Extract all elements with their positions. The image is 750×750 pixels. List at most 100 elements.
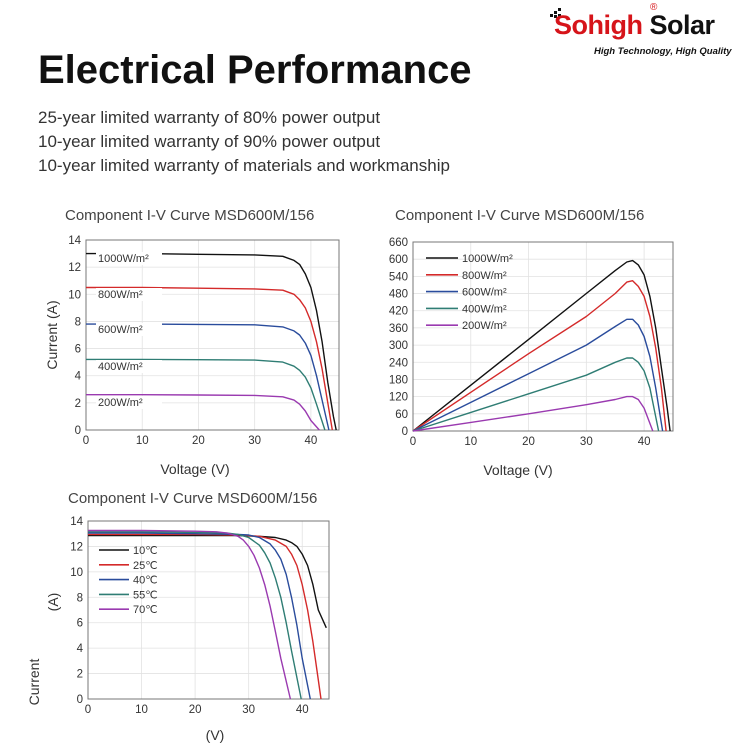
chart-title: Component I-V Curve MSD600M/156 (395, 207, 644, 224)
plot-frame (85, 239, 340, 431)
legend-label: 1000W/m² (98, 253, 149, 265)
series-line-4 (86, 358, 326, 431)
x-axis-label: Voltage (V) (483, 462, 552, 478)
registered-mark: ® (650, 2, 658, 13)
legend-label: 400W/m² (98, 361, 143, 373)
y-tick-label: 14 (70, 516, 83, 528)
legend-label: 800W/m² (98, 289, 143, 301)
warranty-item: 25-year limited warranty of 80% power ou… (38, 108, 381, 127)
series-line-1 (412, 259, 671, 432)
logo-tagline: High Technology, High Quality (594, 46, 732, 57)
plot-frame (412, 241, 674, 432)
series-line-2 (86, 286, 333, 431)
series-line-1 (88, 534, 327, 629)
x-axis-label: Voltage (V) (160, 461, 229, 477)
y-tick-label: 480 (389, 289, 408, 301)
x-tick-label: 40 (296, 704, 309, 716)
series-line-3 (88, 532, 311, 700)
x-tick-label: 0 (83, 435, 89, 447)
warranty-item: 10-year limited warranty of 90% power ou… (38, 132, 381, 151)
logo-wordmark: Sohigh Solar (554, 10, 715, 41)
series-line-5 (88, 529, 292, 700)
y-tick-label: 0 (77, 694, 83, 706)
x-tick-label: 10 (136, 435, 149, 447)
warranty-item: 10-year limited warranty of materials an… (38, 156, 450, 175)
y-tick-label: 12 (68, 262, 81, 274)
x-tick-label: 40 (638, 436, 651, 448)
x-tick-label: 30 (580, 436, 593, 448)
legend-label: 55℃ (133, 589, 158, 601)
x-tick-label: 20 (522, 436, 535, 448)
y-tick-label: 8 (75, 316, 81, 328)
legend-label: 40℃ (133, 575, 158, 587)
x-tick-label: 20 (192, 435, 205, 447)
legend-label: 800W/m² (462, 270, 507, 282)
legend-label-bg (96, 323, 162, 336)
warranty-list: 25-year limited warranty of 80% power ou… (38, 106, 450, 178)
legend-label: 25℃ (133, 560, 158, 572)
y-tick-label: 12 (70, 541, 83, 553)
y-tick-label: 420 (389, 306, 408, 318)
legend-label: 200W/m² (98, 397, 143, 409)
logo-brand-name: Sohigh (554, 10, 643, 40)
legend-label-bg (96, 360, 162, 373)
y-tick-label: 540 (389, 271, 408, 283)
y-tick-label: 240 (389, 357, 408, 369)
legend-label: 200W/m² (462, 320, 507, 332)
logo-pixel-icon (550, 8, 564, 18)
legend-label: 600W/m² (462, 287, 507, 299)
y-tick-label: 6 (75, 344, 81, 356)
y-axis-unit-label: (A) (45, 593, 61, 612)
pv-curve-irradiance-chart: Component I-V Curve MSD600M/156 0 10 20 30 40… (389, 207, 674, 478)
y-tick-label: 2 (75, 398, 81, 410)
series-line-5 (86, 393, 320, 431)
x-tick-label: 20 (189, 704, 202, 716)
legend-label: 600W/m² (98, 324, 143, 336)
y-tick-label: 660 (389, 237, 408, 249)
x-tick-label: 10 (464, 436, 477, 448)
chart-title: Component I-V Curve MSD600M/156 (65, 207, 314, 224)
x-tick-label: 30 (248, 435, 261, 447)
legend-label: 70℃ (133, 604, 158, 616)
x-tick-label: 0 (85, 704, 91, 716)
y-tick-label: 14 (68, 235, 81, 247)
y-tick-label: 180 (389, 374, 408, 386)
plot-frame (87, 520, 330, 700)
page-title: Electrical Performance (38, 48, 472, 92)
series-line-3 (86, 323, 330, 431)
y-tick-label: 360 (389, 323, 408, 335)
y-tick-label: 0 (402, 426, 408, 438)
legend-label-bg (96, 288, 162, 301)
series-line-3 (412, 318, 664, 432)
series-line-5 (412, 395, 654, 432)
x-axis-label: (V) (206, 727, 225, 743)
y-tick-label: 300 (389, 340, 408, 352)
series-line-4 (88, 531, 302, 700)
y-tick-label: 60 (395, 409, 408, 421)
y-tick-label: 10 (68, 289, 81, 301)
y-tick-label: 600 (389, 254, 408, 266)
y-tick-label: 10 (70, 567, 83, 579)
series-line-2 (88, 533, 322, 700)
x-tick-label: 10 (135, 704, 148, 716)
brand-logo: Sohigh Solar ® High Technology, High Qua… (550, 2, 746, 60)
legend-label: 400W/m² (462, 303, 507, 315)
x-tick-label: 30 (242, 704, 255, 716)
series-line-2 (412, 279, 667, 432)
series-line-1 (86, 252, 337, 431)
legend-label: 10℃ (133, 545, 158, 557)
legend-label: 1000W/m² (462, 253, 513, 265)
legend-label-bg (96, 396, 162, 409)
y-tick-label: 8 (77, 592, 83, 604)
legend-label-bg (96, 252, 162, 265)
y-axis-label: Current (26, 659, 42, 706)
y-tick-label: 0 (75, 425, 81, 437)
x-tick-label: 0 (410, 436, 416, 448)
series-line-4 (412, 357, 660, 432)
y-tick-label: 2 (77, 669, 83, 681)
y-tick-label: 4 (77, 643, 84, 655)
y-tick-label: 120 (389, 392, 408, 404)
y-tick-label: 4 (75, 371, 82, 383)
